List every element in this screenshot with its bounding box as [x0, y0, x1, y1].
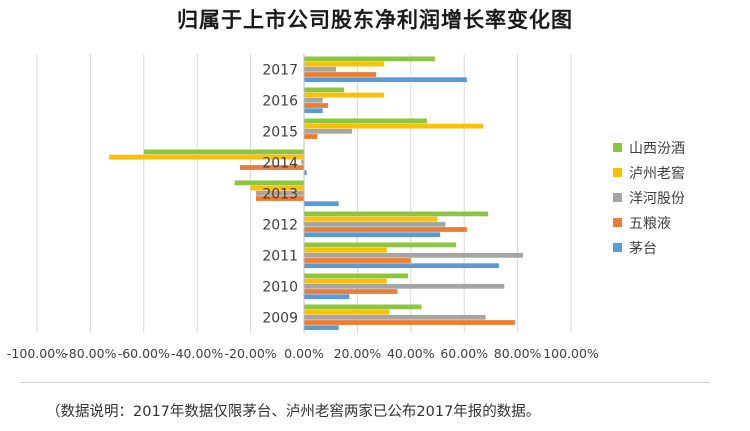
bar	[304, 92, 385, 98]
bar	[304, 211, 489, 217]
bar	[304, 123, 483, 129]
divider	[20, 382, 710, 383]
category-label: 2012	[262, 218, 298, 234]
category-label: 2009	[262, 311, 298, 327]
bar	[304, 294, 350, 300]
x-tick-label: -80.00%	[64, 346, 116, 361]
x-tick-label: -40.00%	[171, 346, 223, 361]
bar	[304, 170, 307, 176]
bar	[234, 180, 304, 186]
bar	[255, 190, 304, 196]
bar	[304, 56, 435, 62]
bar	[304, 72, 377, 77]
bar	[304, 278, 387, 284]
chart-title: 归属于上市公司股东净利润增长率变化图	[177, 7, 573, 32]
bar	[255, 196, 304, 201]
bar	[304, 309, 390, 315]
x-tick-label: 80.00%	[494, 346, 542, 361]
bar	[304, 216, 438, 222]
bar	[304, 314, 486, 320]
bar	[304, 283, 505, 289]
bar	[304, 103, 329, 108]
bar	[304, 128, 353, 134]
bar	[304, 232, 441, 238]
bar	[304, 304, 422, 310]
data-note: （数据说明：2017年数据仅限茅台、泸州老窖两家已公布2017年报的数据。	[46, 404, 541, 420]
bar	[301, 159, 304, 165]
bar	[250, 185, 304, 191]
legend-swatch	[613, 168, 622, 177]
bar	[304, 221, 446, 227]
legend-swatch	[613, 143, 622, 152]
x-tick-label: 100.00%	[543, 346, 599, 361]
bar	[304, 77, 467, 83]
x-tick-label: 40.00%	[387, 346, 435, 361]
category-label: 2013	[262, 187, 298, 203]
category-label: 2011	[262, 249, 298, 265]
bar	[304, 227, 467, 232]
x-tick-label: -60.00%	[118, 346, 170, 361]
legend-swatch	[613, 193, 622, 202]
category-label: 2014	[262, 156, 298, 172]
x-tick-label: -100.00%	[7, 346, 67, 361]
legend-label: 泸州老窖	[629, 165, 685, 182]
x-tick-label: 20.00%	[334, 346, 382, 361]
category-label: 2010	[262, 280, 298, 296]
bar	[304, 108, 323, 114]
bar	[304, 252, 523, 258]
bar	[304, 247, 387, 253]
bar	[304, 289, 398, 294]
bar	[304, 242, 457, 248]
bar	[109, 154, 304, 160]
bar	[304, 201, 339, 207]
legend-swatch	[613, 243, 622, 252]
bar	[304, 118, 427, 124]
bar	[304, 320, 515, 325]
x-tick-label: 60.00%	[440, 346, 488, 361]
x-tick-label: -20.00%	[225, 346, 277, 361]
bar	[239, 165, 304, 170]
bar	[304, 97, 323, 103]
category-label: 2017	[262, 63, 298, 79]
category-label: 2015	[262, 125, 298, 141]
bar	[304, 61, 385, 67]
bar	[304, 325, 339, 331]
bar	[304, 273, 409, 279]
legend-label: 山西汾酒	[629, 141, 685, 157]
bar	[143, 149, 304, 155]
bar	[304, 263, 499, 269]
legend-label: 茅台	[629, 241, 657, 257]
bar	[304, 134, 318, 139]
legend-swatch	[613, 218, 622, 227]
legend-label: 五粮液	[629, 216, 671, 232]
bar	[304, 66, 337, 72]
bar	[304, 87, 345, 93]
category-label: 2016	[262, 94, 298, 110]
bar	[304, 258, 411, 263]
x-tick-label: 0.00%	[284, 346, 324, 361]
legend-label: 洋河股份	[629, 191, 685, 207]
